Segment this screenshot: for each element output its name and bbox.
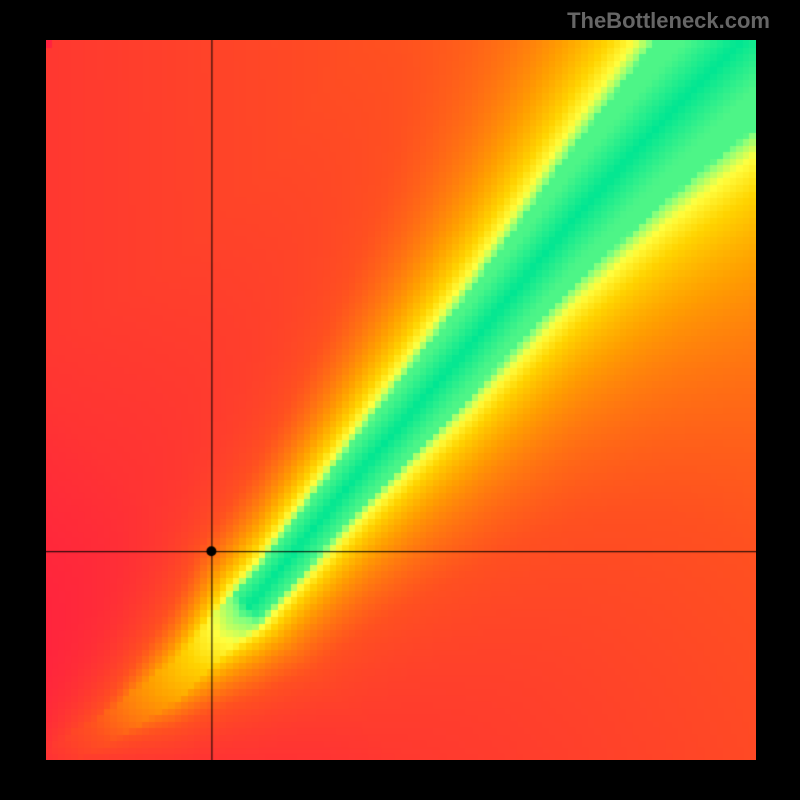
- chart-container: TheBottleneck.com: [0, 0, 800, 800]
- heatmap-canvas: [46, 40, 756, 760]
- watermark-text: TheBottleneck.com: [567, 8, 770, 34]
